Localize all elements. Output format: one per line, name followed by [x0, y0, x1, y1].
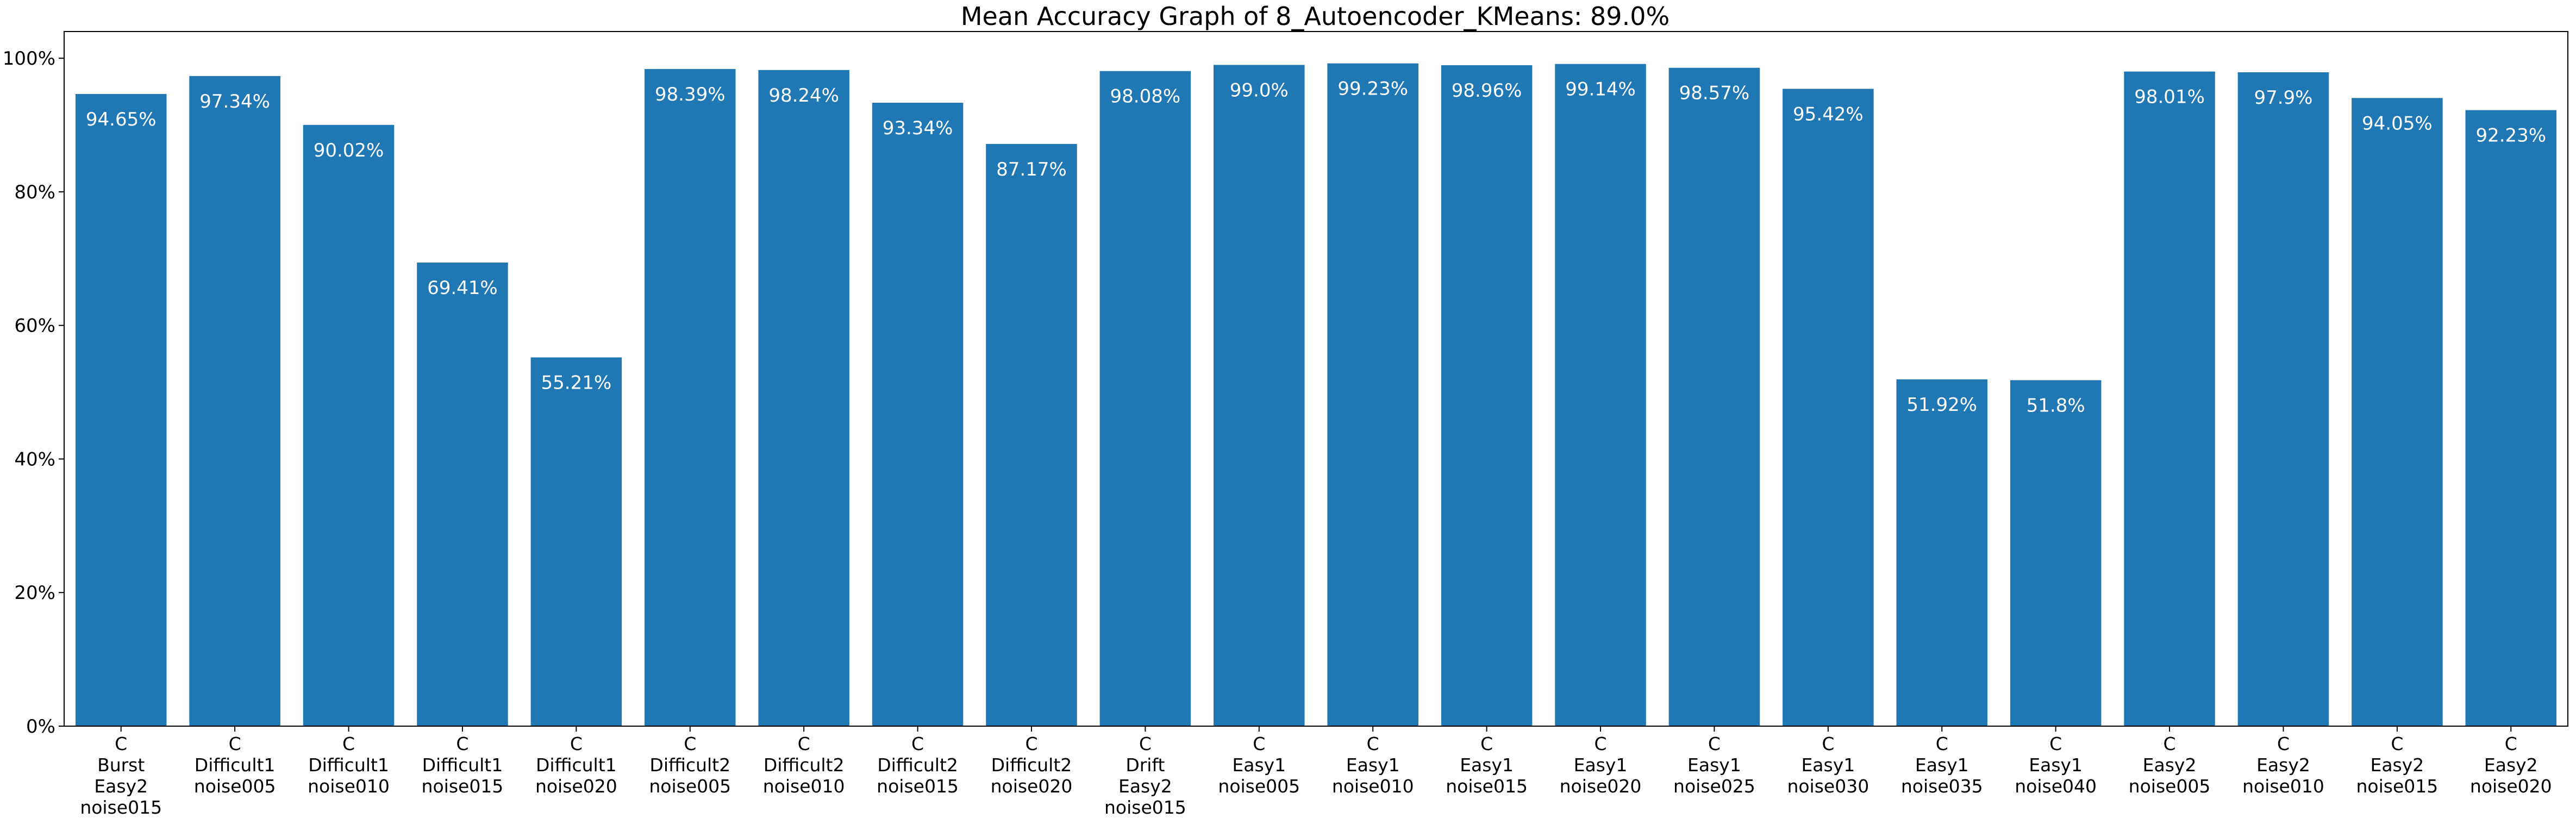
bar-data-label: 99.23% [1337, 78, 1408, 100]
y-tick-label: 0% [26, 716, 55, 738]
x-tick-label: C Difficult2 noise010 [763, 733, 845, 797]
bar-data-label: 99.0% [1230, 79, 1289, 101]
data-labels-layer: 94.65% 97.34% 90.02% 69.41% 55.21% 98.39% 98.2… [86, 78, 2546, 417]
x-tick-label: C Difficult1 noise010 [308, 733, 390, 797]
x-axis: C Burst Easy2 noise015 C Difficult1 noise005 C D… [80, 726, 2552, 818]
bar [986, 143, 1077, 726]
chart-title: Mean Accuracy Graph of 8_Autoencoder_KMe… [961, 2, 1670, 31]
bar-data-label: 93.34% [883, 117, 953, 139]
x-tick-label: C Easy1 noise035 [1901, 733, 1983, 797]
x-tick-label: C Easy1 noise010 [1332, 733, 1414, 797]
bar-data-label: 98.24% [768, 85, 839, 107]
bar [2124, 71, 2215, 726]
bar [1555, 64, 1646, 726]
bar-data-label: 98.96% [1452, 80, 1522, 102]
x-tick-label: C Difficult1 noise015 [422, 733, 504, 797]
bar [303, 124, 395, 726]
bar [1327, 63, 1418, 726]
bar [417, 263, 508, 727]
plot-area-frame [64, 31, 2568, 727]
bar [644, 68, 736, 727]
bar [1783, 89, 1874, 726]
x-tick-label: C Difficult2 noise005 [649, 733, 731, 797]
y-axis: 0% 20% 40% 60% 80% 100% [3, 48, 64, 738]
bar-data-label: 51.8% [2027, 395, 2085, 416]
x-tick-label: C Easy1 noise025 [1673, 733, 1755, 797]
x-tick-label: C Difficult2 noise015 [877, 733, 959, 797]
bar [758, 70, 849, 727]
y-tick-label: 80% [14, 182, 55, 203]
bar-data-label: 94.05% [2362, 113, 2433, 134]
y-tick-label: 20% [14, 582, 55, 604]
bar-data-label: 90.02% [314, 140, 384, 161]
x-tick-label: C Easy2 noise010 [2242, 733, 2324, 797]
x-tick-label: C Easy1 noise020 [1560, 733, 1642, 797]
bar-data-label: 99.14% [1565, 79, 1636, 101]
bar-data-label: 98.01% [2134, 86, 2205, 108]
x-tick-label: C Easy2 noise005 [2129, 733, 2211, 797]
x-tick-label: C Easy1 noise040 [2015, 733, 2097, 797]
bar-data-label: 97.9% [2254, 87, 2312, 109]
x-tick-label: C Drift Easy2 noise015 [1104, 733, 1186, 815]
bar-data-label: 55.21% [541, 372, 612, 394]
x-tick-label: C Difficult1 noise020 [535, 733, 617, 797]
bar [189, 76, 280, 726]
bar-data-label: 69.41% [427, 277, 498, 299]
y-tick-label: 60% [14, 315, 55, 337]
bar [1214, 65, 1305, 727]
bar-data-label: 87.17% [996, 159, 1067, 180]
bar-data-label: 98.08% [1110, 86, 1181, 108]
x-tick-label: C Easy1 noise030 [1787, 733, 1869, 797]
bar-data-label: 98.39% [655, 84, 726, 105]
x-tick-label: C Burst Easy2 noise015 [80, 733, 162, 815]
bar-data-label: 98.57% [1679, 83, 1750, 104]
bar [2237, 72, 2329, 727]
bar [872, 102, 964, 726]
x-tick-label: C Difficult2 noise020 [991, 733, 1073, 797]
bar [1668, 67, 1760, 727]
bar [2010, 380, 2102, 726]
x-tick-label: C Difficult1 noise005 [194, 733, 276, 797]
bar [2465, 110, 2557, 726]
x-tick-label: C Easy1 noise015 [1446, 733, 1528, 797]
bar [2352, 98, 2443, 727]
x-tick-label: C Easy1 noise005 [1218, 733, 1300, 797]
bar-data-label: 97.34% [199, 91, 270, 113]
bar-data-label: 95.42% [1793, 103, 1864, 125]
bar-data-label: 51.92% [1906, 394, 1977, 416]
bar [1896, 379, 1988, 726]
bar [1099, 71, 1191, 727]
x-tick-label: C Easy2 noise020 [2470, 733, 2552, 797]
bar [1441, 65, 1533, 727]
bar [530, 357, 622, 726]
y-tick-label: 40% [14, 448, 55, 470]
bar [75, 93, 167, 727]
bar-data-label: 94.65% [86, 109, 157, 130]
x-tick-label: C Easy2 noise015 [2356, 733, 2439, 797]
bars-layer [75, 63, 2557, 727]
y-tick-label: 100% [3, 48, 55, 70]
bar-data-label: 92.23% [2475, 125, 2546, 147]
